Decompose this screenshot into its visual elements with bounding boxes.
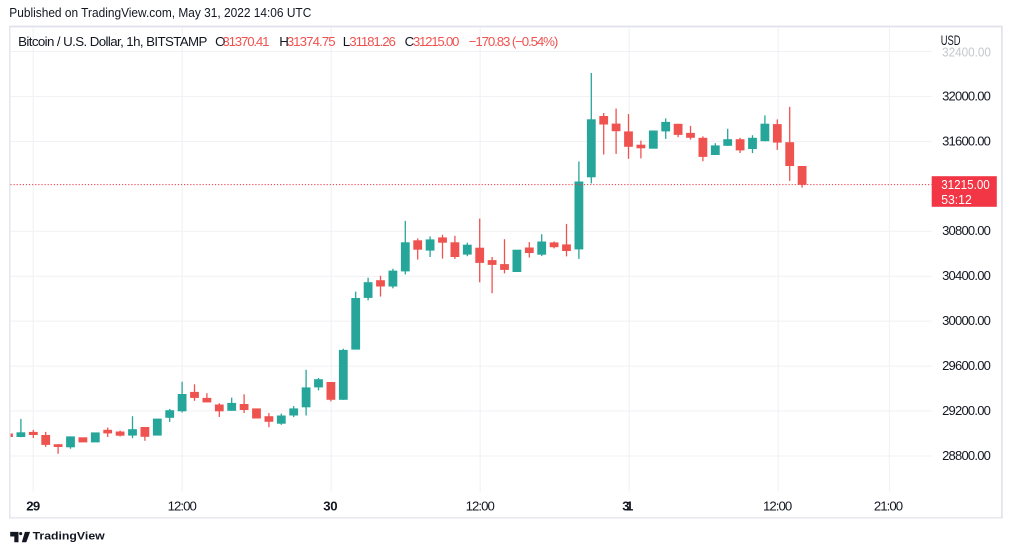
svg-text:21:00: 21:00: [874, 498, 903, 513]
svg-text:31374.75: 31374.75: [287, 34, 336, 49]
svg-text:29600.00: 29600.00: [942, 358, 991, 373]
svg-text:31215.00: 31215.00: [941, 177, 990, 192]
svg-text:H: H: [279, 34, 289, 49]
svg-text:29200.00: 29200.00: [942, 403, 991, 418]
svg-text:30000.00: 30000.00: [942, 313, 991, 328]
svg-text:30: 30: [323, 498, 337, 513]
svg-text:29: 29: [26, 498, 40, 513]
svg-text:Bitcoin / U.S. Dollar, 1h, BIT: Bitcoin / U.S. Dollar, 1h, BITSTAMP: [18, 34, 207, 49]
svg-text:31370.41: 31370.41: [222, 34, 269, 49]
svg-text:32400.00: 32400.00: [942, 44, 991, 59]
svg-text:53:12: 53:12: [941, 192, 972, 207]
svg-text:TradingView: TradingView: [33, 531, 106, 543]
svg-text:12:00: 12:00: [168, 498, 197, 513]
svg-text:−170.83 (−0.54%): −170.83 (−0.54%): [469, 34, 559, 49]
svg-text:30800.00: 30800.00: [942, 223, 991, 238]
svg-text:O: O: [215, 34, 225, 49]
svg-text:30400.00: 30400.00: [942, 268, 991, 283]
svg-text:31215.00: 31215.00: [413, 34, 460, 49]
svg-text:31181.26: 31181.26: [349, 34, 396, 49]
svg-text:28800.00: 28800.00: [942, 448, 991, 463]
svg-text:USD: USD: [941, 33, 961, 48]
svg-text:L: L: [343, 34, 350, 49]
svg-text:C: C: [405, 34, 415, 49]
svg-text:Published on TradingView.com,: Published on TradingView.com, May 31, 20…: [9, 6, 311, 20]
svg-text:12:00: 12:00: [466, 498, 495, 513]
svg-text:31: 31: [622, 498, 633, 513]
svg-text:32000.00: 32000.00: [942, 88, 991, 103]
svg-text:31600.00: 31600.00: [942, 133, 991, 148]
svg-text:12:00: 12:00: [763, 498, 792, 513]
